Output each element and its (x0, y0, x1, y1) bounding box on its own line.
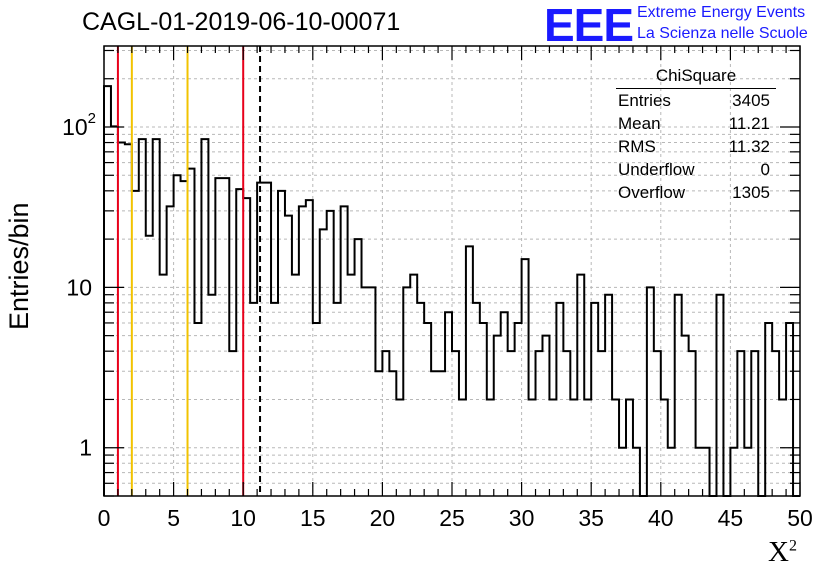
histogram-outline (103, 85, 800, 497)
x-tick-label: 20 (370, 505, 396, 531)
x-tick-label: 10 (230, 505, 256, 531)
stats-value: 11.21 (728, 114, 770, 133)
x-axis-label-base: X (768, 536, 789, 568)
y-tick-label: 1 (79, 435, 92, 461)
y-tick-label: 102 (62, 110, 96, 140)
eee-logo: EEE (544, 0, 634, 51)
stats-row-mean: Mean 11.21 (610, 112, 780, 135)
stats-box: ChiSquare Entries 3405 Mean 11.21 RMS 11… (610, 66, 780, 204)
stats-row-entries: Entries 3405 (610, 89, 780, 112)
stats-label: Overflow (618, 183, 686, 202)
x-tick-label: 5 (167, 505, 180, 531)
stats-label: Underflow (618, 160, 695, 179)
logo-line-2: La Scienza nelle Scuole (637, 25, 808, 42)
stats-label: Mean (618, 114, 661, 133)
stats-row-overflow: Overflow 1305 (610, 181, 780, 204)
x-tick-label: 45 (718, 505, 744, 531)
stats-title: ChiSquare (616, 66, 776, 89)
stats-row-underflow: Underflow 0 (610, 158, 780, 181)
x-tick-label: 40 (648, 505, 674, 531)
stats-label: Entries (618, 91, 671, 110)
x-tick-label: 0 (98, 505, 111, 531)
x-tick-label: 25 (439, 505, 465, 531)
x-axis-label: X2 (768, 536, 797, 569)
x-tick-label: 35 (578, 505, 604, 531)
run-title: CAGL-01-2019-06-10-00071 (82, 8, 401, 36)
x-tick-label: 30 (509, 505, 535, 531)
stats-row-rms: RMS 11.32 (610, 135, 780, 158)
stats-value: 11.32 (728, 137, 770, 156)
x-axis-label-superscript: 2 (788, 537, 797, 555)
x-tick-label: 50 (787, 505, 813, 531)
stats-value: 0 (760, 160, 770, 179)
x-tick-label: 15 (300, 505, 326, 531)
stats-label: RMS (618, 137, 656, 156)
y-axis-label: Entries/bin (4, 202, 34, 330)
y-tick-label: 10 (66, 274, 92, 300)
stats-value: 3405 (732, 91, 770, 110)
logo-line-1: Extreme Energy Events (637, 4, 806, 21)
stats-value: 1305 (732, 183, 770, 202)
